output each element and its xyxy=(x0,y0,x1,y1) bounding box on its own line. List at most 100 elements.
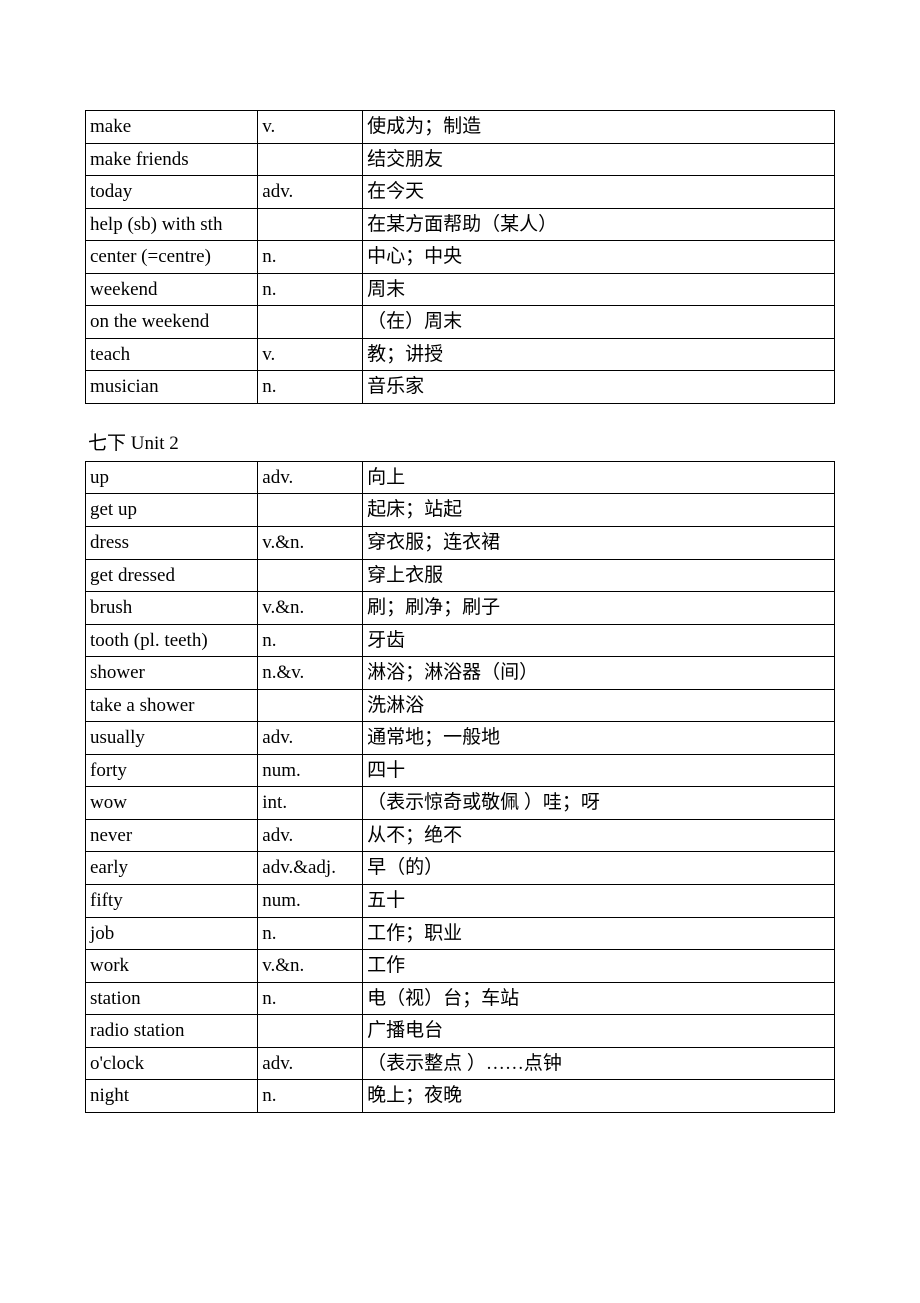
definition-cell: 早（的） xyxy=(363,852,835,885)
table-row: workv.&n.工作 xyxy=(86,950,835,983)
word-cell: center (=centre) xyxy=(86,241,258,274)
definition-cell: 五十 xyxy=(363,885,835,918)
definition-cell: 通常地；一般地 xyxy=(363,722,835,755)
word-cell: fifty xyxy=(86,885,258,918)
table-row: center (=centre)n.中心；中央 xyxy=(86,241,835,274)
section-heading-unit2: 七下 Unit 2 xyxy=(85,428,835,455)
table-row: neveradv.从不；绝不 xyxy=(86,819,835,852)
pos-cell: n. xyxy=(258,917,363,950)
pos-cell: v. xyxy=(258,111,363,144)
definition-cell: 工作 xyxy=(363,950,835,983)
word-cell: take a shower xyxy=(86,689,258,722)
definition-cell: 起床；站起 xyxy=(363,494,835,527)
word-cell: usually xyxy=(86,722,258,755)
definition-cell: 晚上；夜晚 xyxy=(363,1080,835,1113)
definition-cell: 工作；职业 xyxy=(363,917,835,950)
table-row: fiftynum.五十 xyxy=(86,885,835,918)
pos-cell: n. xyxy=(258,241,363,274)
table-row: brushv.&n.刷；刷净；刷子 xyxy=(86,592,835,625)
definition-cell: 结交朋友 xyxy=(363,143,835,176)
table-row: on the weekend（在）周末 xyxy=(86,306,835,339)
word-cell: forty xyxy=(86,754,258,787)
word-cell: get dressed xyxy=(86,559,258,592)
word-cell: station xyxy=(86,982,258,1015)
table-row: earlyadv.&adj.早（的） xyxy=(86,852,835,885)
word-cell: today xyxy=(86,176,258,209)
pos-cell xyxy=(258,1015,363,1048)
word-cell: musician xyxy=(86,371,258,404)
definition-cell: 穿上衣服 xyxy=(363,559,835,592)
table-row: teachv.教；讲授 xyxy=(86,338,835,371)
table-row: get up 起床；站起 xyxy=(86,494,835,527)
pos-cell: v.&n. xyxy=(258,950,363,983)
pos-cell: v.&n. xyxy=(258,527,363,560)
definition-cell: 刷；刷净；刷子 xyxy=(363,592,835,625)
word-cell: on the weekend xyxy=(86,306,258,339)
pos-cell: adv. xyxy=(258,176,363,209)
definition-cell: （表示惊奇或敬佩 ）哇；呀 xyxy=(363,787,835,820)
vocabulary-table-1: makev.使成为；制造make friends结交朋友todayadv.在今天… xyxy=(85,110,835,404)
definition-cell: 从不；绝不 xyxy=(363,819,835,852)
definition-cell: 淋浴；淋浴器（间） xyxy=(363,657,835,690)
word-cell: never xyxy=(86,819,258,852)
pos-cell: adv.&adj. xyxy=(258,852,363,885)
pos-cell xyxy=(258,208,363,241)
definition-cell: 穿衣服；连衣裙 xyxy=(363,527,835,560)
pos-cell: adv. xyxy=(258,722,363,755)
pos-cell: n. xyxy=(258,982,363,1015)
word-cell: brush xyxy=(86,592,258,625)
definition-cell: 教；讲授 xyxy=(363,338,835,371)
word-cell: o'clock xyxy=(86,1047,258,1080)
table-row: nightn.晚上；夜晚 xyxy=(86,1080,835,1113)
word-cell: teach xyxy=(86,338,258,371)
pos-cell: n.&v. xyxy=(258,657,363,690)
definition-cell: 音乐家 xyxy=(363,371,835,404)
table-row: stationn.电（视）台；车站 xyxy=(86,982,835,1015)
definition-cell: 中心；中央 xyxy=(363,241,835,274)
pos-cell: num. xyxy=(258,885,363,918)
pos-cell: num. xyxy=(258,754,363,787)
word-cell: night xyxy=(86,1080,258,1113)
pos-cell: int. xyxy=(258,787,363,820)
word-cell: get up xyxy=(86,494,258,527)
word-cell: weekend xyxy=(86,273,258,306)
definition-cell: 洗淋浴 xyxy=(363,689,835,722)
word-cell: work xyxy=(86,950,258,983)
pos-cell xyxy=(258,143,363,176)
pos-cell: n. xyxy=(258,624,363,657)
table-row: upadv.向上 xyxy=(86,461,835,494)
table-row: dressv.&n.穿衣服；连衣裙 xyxy=(86,527,835,560)
pos-cell: n. xyxy=(258,371,363,404)
pos-cell: adv. xyxy=(258,1047,363,1080)
word-cell: shower xyxy=(86,657,258,690)
definition-cell: 使成为；制造 xyxy=(363,111,835,144)
table-row: jobn.工作；职业 xyxy=(86,917,835,950)
table-row: showern.&v.淋浴；淋浴器（间） xyxy=(86,657,835,690)
word-cell: make friends xyxy=(86,143,258,176)
vocabulary-table-2: upadv.向上get up起床；站起dressv.&n.穿衣服；连衣裙get … xyxy=(85,461,835,1113)
definition-cell: 广播电台 xyxy=(363,1015,835,1048)
definition-cell: 向上 xyxy=(363,461,835,494)
definition-cell: 四十 xyxy=(363,754,835,787)
word-cell: dress xyxy=(86,527,258,560)
word-cell: wow xyxy=(86,787,258,820)
table-row: take a shower 洗淋浴 xyxy=(86,689,835,722)
pos-cell xyxy=(258,494,363,527)
word-cell: job xyxy=(86,917,258,950)
table-row: todayadv.在今天 xyxy=(86,176,835,209)
definition-cell: （表示整点 ）……点钟 xyxy=(363,1047,835,1080)
pos-cell xyxy=(258,689,363,722)
word-cell: radio station xyxy=(86,1015,258,1048)
pos-cell: adv. xyxy=(258,461,363,494)
word-cell: make xyxy=(86,111,258,144)
pos-cell xyxy=(258,306,363,339)
word-cell: up xyxy=(86,461,258,494)
pos-cell: v. xyxy=(258,338,363,371)
pos-cell: n. xyxy=(258,273,363,306)
table-row: tooth (pl. teeth)n.牙齿 xyxy=(86,624,835,657)
pos-cell: n. xyxy=(258,1080,363,1113)
definition-cell: 在某方面帮助（某人） xyxy=(363,208,835,241)
table-row: radio station 广播电台 xyxy=(86,1015,835,1048)
definition-cell: 在今天 xyxy=(363,176,835,209)
pos-cell: adv. xyxy=(258,819,363,852)
